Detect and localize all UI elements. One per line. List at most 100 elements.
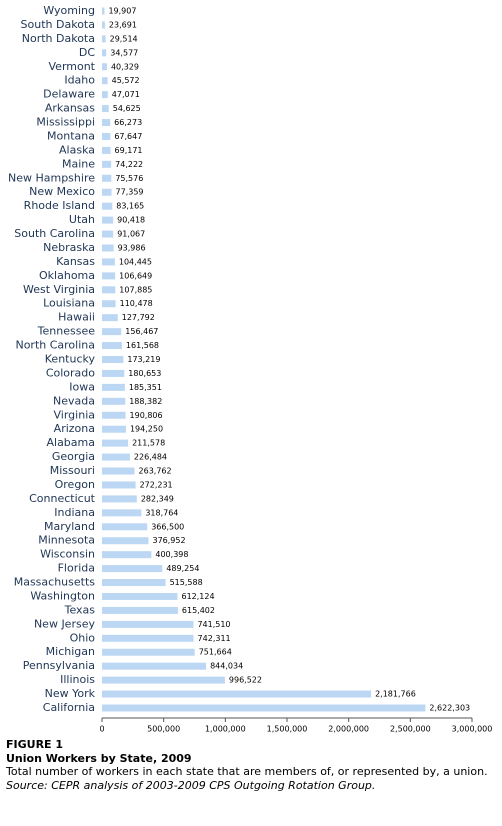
- value-label: 180,653: [128, 369, 161, 378]
- bar: [102, 230, 114, 238]
- value-label: 34,577: [110, 48, 138, 57]
- category-label: Arizona: [54, 422, 95, 435]
- caption: FIGURE 1 Union Workers by State, 2009 To…: [6, 738, 490, 792]
- category-label: Maryland: [44, 520, 95, 533]
- value-label: 489,254: [166, 564, 199, 573]
- value-label: 844,034: [210, 662, 243, 671]
- bar: [102, 188, 112, 196]
- value-label: 615,402: [182, 606, 215, 615]
- category-label: Colorado: [46, 366, 95, 379]
- category-label: Ohio: [70, 631, 96, 644]
- value-label: 69,171: [115, 146, 143, 155]
- category-label: South Carolina: [14, 227, 95, 240]
- value-label: 515,588: [170, 578, 203, 587]
- category-label: Massachusetts: [14, 576, 96, 589]
- value-label: 67,647: [114, 132, 142, 141]
- category-label: Wyoming: [43, 4, 95, 17]
- bar: [102, 495, 137, 503]
- value-label: 742,311: [198, 634, 231, 643]
- value-label: 185,351: [129, 383, 162, 392]
- value-label: 29,514: [110, 34, 138, 43]
- value-label: 173,219: [127, 355, 160, 364]
- value-label: 91,067: [117, 230, 145, 239]
- bar: [102, 174, 112, 182]
- bar: [102, 551, 152, 559]
- x-tick-label: 3,000,000: [452, 725, 493, 734]
- bar: [102, 634, 194, 642]
- bar: [102, 105, 109, 113]
- bar: [102, 509, 142, 517]
- value-label: 75,576: [115, 174, 143, 183]
- category-label: Illinois: [60, 673, 95, 686]
- category-label: Tennessee: [37, 325, 96, 338]
- value-label: 77,359: [116, 188, 144, 197]
- bar: [102, 63, 107, 71]
- value-label: 272,231: [140, 480, 173, 489]
- category-label: North Carolina: [15, 339, 95, 352]
- category-label: Nevada: [53, 394, 95, 407]
- source: Source: CEPR analysis of 2003-2009 CPS O…: [6, 778, 376, 792]
- category-label: Indiana: [54, 506, 95, 519]
- value-label: 282,349: [141, 494, 174, 503]
- x-tick-label: 0: [99, 725, 104, 734]
- bar: [102, 21, 105, 29]
- category-label: Rhode Island: [24, 199, 95, 212]
- bar: [102, 690, 372, 698]
- value-label: 40,329: [111, 62, 139, 71]
- bar: [102, 383, 125, 391]
- value-label: 156,467: [125, 327, 158, 336]
- category-label: Alaska: [59, 143, 95, 156]
- bar: [102, 592, 178, 600]
- value-label: 45,572: [112, 76, 140, 85]
- value-label: 190,806: [130, 411, 163, 420]
- category-label: Florida: [58, 562, 95, 575]
- bar: [102, 620, 194, 628]
- category-label: Alabama: [46, 436, 95, 449]
- bar: [102, 579, 166, 587]
- value-label: 23,691: [109, 20, 137, 29]
- category-label: Iowa: [69, 380, 95, 393]
- bar: [102, 467, 135, 475]
- category-label: Arkansas: [45, 102, 95, 115]
- bar: [102, 216, 114, 224]
- bar: [102, 425, 126, 433]
- bar: [102, 328, 122, 336]
- x-tick-label: 2,500,000: [390, 725, 431, 734]
- bar: [102, 91, 108, 99]
- value-label: 400,398: [155, 550, 188, 559]
- category-label: Washington: [30, 589, 95, 602]
- category-label: Vermont: [49, 60, 96, 73]
- bar: [102, 119, 111, 127]
- bar: [102, 286, 116, 294]
- value-label: 376,952: [152, 536, 185, 545]
- category-label: New York: [45, 687, 96, 700]
- value-label: 366,500: [151, 522, 184, 531]
- bar: [102, 202, 113, 210]
- category-label: Maine: [62, 157, 95, 170]
- value-label: 127,792: [122, 313, 155, 322]
- value-label: 66,273: [114, 118, 142, 127]
- value-label: 2,181,766: [375, 690, 416, 699]
- bar: [102, 662, 207, 670]
- figure-label: FIGURE 1: [6, 738, 64, 751]
- bar: [102, 342, 122, 350]
- bar: [102, 35, 106, 43]
- value-label: 47,071: [112, 90, 140, 99]
- value-label: 19,907: [108, 7, 136, 16]
- category-label: Kansas: [56, 255, 95, 268]
- bar: [102, 704, 426, 712]
- value-label: 751,664: [199, 648, 232, 657]
- bar: [102, 453, 130, 461]
- category-label: Oregon: [55, 478, 95, 491]
- bar: [102, 300, 116, 308]
- category-label: Connecticut: [29, 492, 96, 505]
- category-label: New Jersey: [34, 617, 96, 630]
- value-label: 106,649: [119, 271, 152, 280]
- bar: [102, 160, 112, 168]
- category-label: Montana: [47, 129, 95, 142]
- bar: [102, 411, 126, 419]
- category-label: DC: [79, 46, 95, 59]
- category-label: Missouri: [50, 464, 95, 477]
- category-label: Delaware: [43, 88, 95, 101]
- value-label: 107,885: [119, 285, 152, 294]
